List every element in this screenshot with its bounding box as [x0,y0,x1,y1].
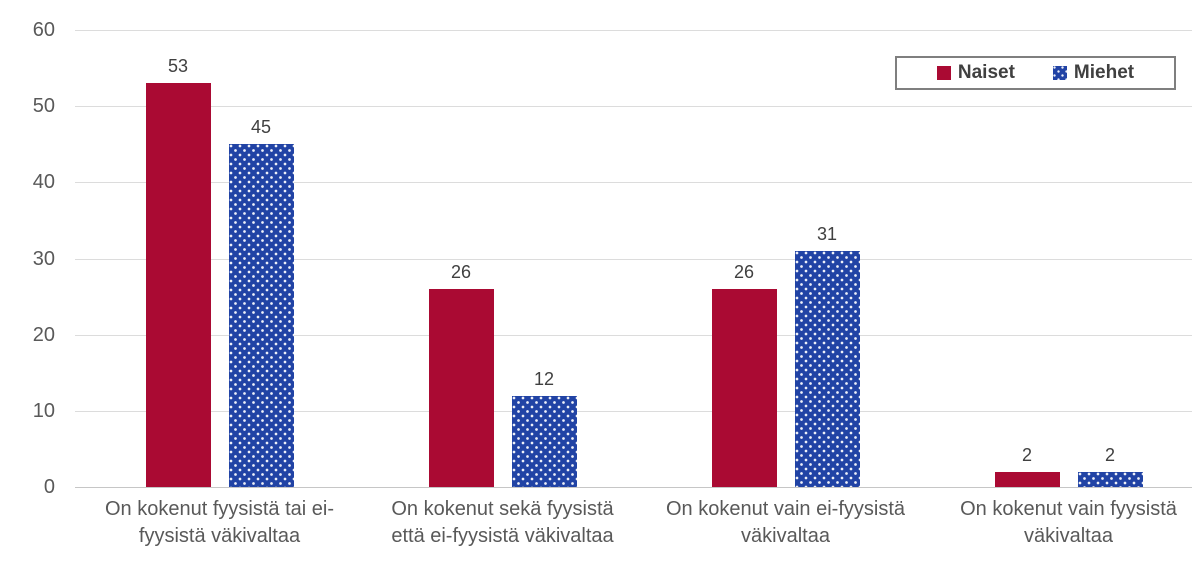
gridline [75,182,1192,184]
y-tick-label: 10 [32,399,55,422]
legend-item-naiset[interactable]: Naiset [936,62,1015,84]
bar-naiset-group2[interactable] [428,288,494,487]
category-label-line: On kokenut sekä fyysistä [391,498,614,520]
y-tick-label: 50 [32,95,55,118]
y-tick-label: 40 [32,171,55,194]
bar-value-label: 12 [533,368,555,389]
naiset-swatch-icon [936,66,951,80]
bar-value-label: 31 [816,223,838,244]
bar-naiset-group1[interactable] [145,83,211,487]
y-tick-label: 0 [43,476,55,498]
category-label: On kokenut fyysistä tai ei-fyysistä väki… [70,496,370,550]
category-label-line: fyysistä väkivaltaa [138,525,301,547]
y-tick-label: 30 [32,247,55,270]
category-label-line: On kokenut fyysistä tai ei- [105,498,334,520]
bar-value-label: 26 [450,261,472,282]
gridline [75,30,1192,31]
bar-naiset-group3[interactable] [711,288,777,487]
bar-value-label: 53 [167,56,189,77]
y-tick-label: 20 [32,323,55,346]
gridline [75,334,1192,336]
category-label: On kokenut vain ei-fyysistä väkivaltaa [636,496,936,550]
legend-label-naiset: Naiset [957,62,1015,83]
bar-naiset-group4[interactable] [994,471,1060,487]
bar-miehet-group2[interactable] [511,395,577,487]
legend-label-miehet: Miehet [1073,62,1135,83]
category-label-line: On kokenut vain fyysistä [960,498,1177,520]
bar-miehet-group3[interactable] [794,250,860,487]
bar-value-label: 2 [1104,444,1115,465]
category-label: On kokenut sekä fyysistä että ei-fyysistä… [353,496,653,550]
gridline [75,258,1192,260]
y-tick-label: 60 [32,19,55,41]
gridline [75,106,1192,108]
bar-miehet-group4[interactable] [1077,471,1143,487]
category-label-line: väkivaltaa [1024,525,1113,547]
bar-miehet-group1[interactable] [228,144,294,487]
bar-value-label: 45 [250,117,272,138]
bar-value-label: 2 [1021,444,1032,465]
category-label-line: väkivaltaa [741,525,830,547]
legend: Naiset Miehet [895,56,1176,90]
bar-value-label: 26 [733,261,755,282]
miehet-swatch-icon [1052,66,1067,80]
x-axis-line [75,487,1192,488]
category-label-line: että ei-fyysistä väkivaltaa [391,525,614,547]
category-label: On kokenut vain fyysistä väkivaltaa [919,496,1200,550]
category-label-line: On kokenut vain ei-fyysistä [666,498,905,520]
gridline [75,410,1192,412]
legend-item-miehet[interactable]: Miehet [1052,62,1135,84]
